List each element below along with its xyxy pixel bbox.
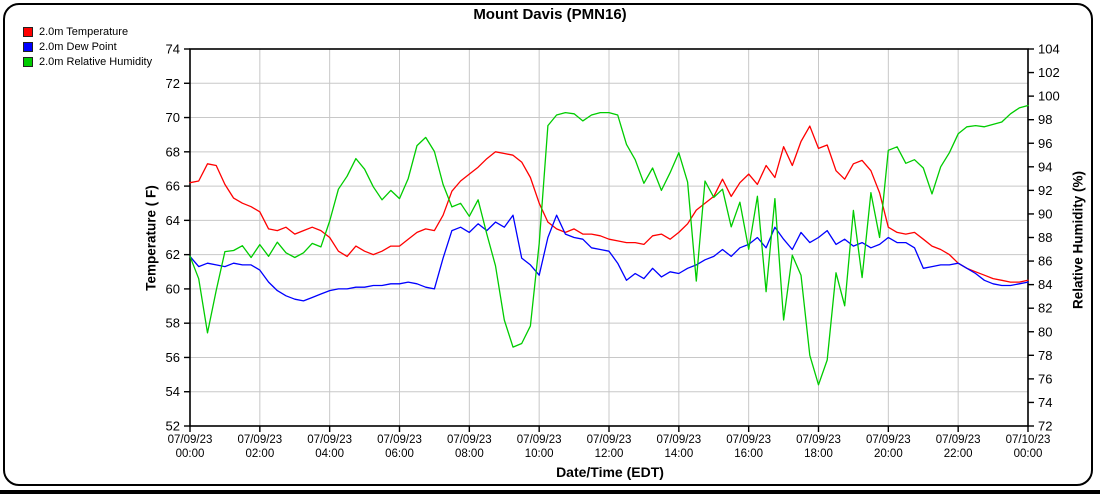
x-tick-label-time: 20:00 — [874, 448, 903, 460]
series-line-2-0m-temperature — [189, 125, 1029, 283]
right-tick-label: 88 — [1038, 230, 1052, 245]
left-tick-label: 72 — [166, 76, 180, 91]
x-axis-title: Date/Time (EDT) — [556, 464, 664, 480]
x-tick-label-date: 07/09/23 — [168, 434, 213, 446]
x-tick-label-time: 02:00 — [245, 448, 274, 460]
left-tick-label: 60 — [166, 281, 180, 296]
legend-label-temperature: 2.0m Temperature — [39, 26, 129, 38]
x-tick-label-time: 10:00 — [525, 448, 554, 460]
right-tick-label: 96 — [1038, 136, 1052, 151]
chart-title: Mount Davis (PMN16) — [473, 6, 627, 23]
x-tick-label-time: 18:00 — [804, 448, 833, 460]
right-tick-label: 82 — [1038, 301, 1052, 316]
x-tick-label-time: 06:00 — [385, 448, 414, 460]
legend-label-relative-humidity: 2.0m Relative Humidity — [39, 56, 153, 68]
right-tick-label: 78 — [1038, 348, 1052, 363]
right-tick-label: 72 — [1038, 419, 1052, 434]
right-tick-label: 80 — [1038, 324, 1052, 339]
bottom-divider-bar — [0, 490, 1100, 494]
x-tick-label-date: 07/09/23 — [587, 434, 632, 446]
left-tick-label: 52 — [166, 419, 180, 434]
temperature-swatch-icon — [23, 27, 33, 37]
x-tick-label-time: 16:00 — [734, 448, 763, 460]
x-tick-label-date: 07/09/23 — [936, 434, 981, 446]
legend-item-temperature: 2.0m Temperature — [23, 25, 152, 39]
right-tick-label: 102 — [1038, 65, 1060, 80]
legend-item-dew-point: 2.0m Dew Point — [23, 40, 152, 54]
x-tick-label-time: 04:00 — [315, 448, 344, 460]
x-tick-label-time: 12:00 — [595, 448, 624, 460]
left-tick-label: 68 — [166, 144, 180, 159]
right-tick-label: 100 — [1038, 89, 1060, 104]
right-tick-label: 90 — [1038, 206, 1052, 221]
left-tick-label: 70 — [166, 110, 180, 125]
right-tick-label: 84 — [1038, 277, 1052, 292]
x-tick-label-date: 07/09/23 — [237, 434, 282, 446]
series-line-2-0m-dew-point — [189, 214, 1029, 302]
right-tick-label: 86 — [1038, 254, 1052, 269]
right-tick-label: 92 — [1038, 183, 1052, 198]
left-tick-label: 66 — [166, 179, 180, 194]
x-tick-label-date: 07/09/23 — [726, 434, 771, 446]
right-tick-label: 74 — [1038, 395, 1052, 410]
x-tick-label-time: 00:00 — [1014, 448, 1043, 460]
left-tick-label: 54 — [166, 384, 180, 399]
x-tick-label-date: 07/09/23 — [866, 434, 911, 446]
x-tick-label-date: 07/10/23 — [1006, 434, 1051, 446]
legend-label-dew-point: 2.0m Dew Point — [39, 41, 117, 53]
x-tick-label-time: 22:00 — [944, 448, 973, 460]
x-tick-label-date: 07/09/23 — [377, 434, 422, 446]
left-tick-label: 56 — [166, 350, 180, 365]
relative-humidity-swatch-icon — [23, 57, 33, 67]
left-tick-label: 58 — [166, 316, 180, 331]
x-tick-label-date: 07/09/23 — [307, 434, 352, 446]
dew-point-swatch-icon — [23, 42, 33, 52]
x-tick-label-time: 08:00 — [455, 448, 484, 460]
x-tick-label-date: 07/09/23 — [796, 434, 841, 446]
legend-item-relative-humidity: 2.0m Relative Humidity — [23, 55, 152, 69]
left-tick-label: 74 — [166, 42, 180, 57]
x-tick-label-date: 07/09/23 — [656, 434, 701, 446]
x-tick-label-date: 07/09/23 — [447, 434, 492, 446]
series-line-2-0m-relative-humidity — [189, 104, 1029, 386]
x-tick-label-time: 14:00 — [664, 448, 693, 460]
x-tick-label-time: 00:00 — [176, 448, 205, 460]
left-tick-label: 62 — [166, 247, 180, 262]
x-tick-label-date: 07/09/23 — [517, 434, 562, 446]
right-tick-label: 104 — [1038, 42, 1060, 57]
legend: 2.0m Temperature 2.0m Dew Point 2.0m Rel… — [23, 25, 152, 70]
right-tick-label: 98 — [1038, 112, 1052, 127]
right-tick-label: 76 — [1038, 371, 1052, 386]
left-tick-label: 64 — [166, 213, 180, 228]
right-tick-label: 94 — [1038, 159, 1052, 174]
